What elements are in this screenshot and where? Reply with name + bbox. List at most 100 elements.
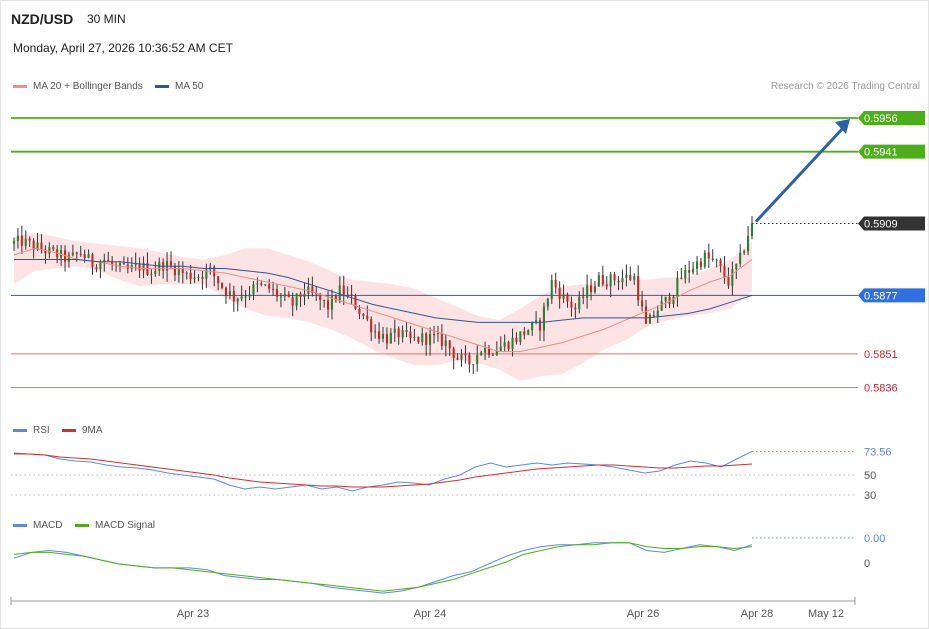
candle-body [24,238,27,246]
legend-macd-signal: MACD Signal [75,520,155,531]
candle-body [574,307,577,310]
candle-body [181,268,184,274]
symbol-title: NZD/USD [11,11,74,27]
ma50-line [14,259,753,323]
candle-body [279,296,282,298]
candle-body [747,236,750,252]
macd-line [13,542,753,594]
datetime-label: Monday, April 27, 2026 10:36:52 AM CET [13,41,233,55]
candle-body [154,271,157,275]
candle-body [142,262,145,271]
candle-body [715,259,718,261]
legend-rsi-ma: 9MA [62,425,103,436]
candle-body [637,276,640,301]
level-label: 0.5956 [864,113,898,125]
level-tag [858,288,925,303]
candle-body [621,277,624,283]
candle-body [358,308,361,314]
candle-body [378,331,381,339]
candle-body [739,252,742,264]
candle-body [385,334,388,344]
candle-body [696,261,699,269]
candle-body [570,301,573,308]
candle-body [138,263,141,271]
candle-body [303,293,306,298]
candle-body [699,261,702,267]
candle-body [401,330,404,338]
candle-body [307,286,310,294]
candle-body [582,296,585,298]
candle-body [707,252,710,259]
candle-body [531,322,534,331]
candle-body [633,276,636,280]
candle-body [566,294,569,302]
candle-body [703,252,706,267]
forecast-arrow-shaft [754,125,846,223]
candle-body [429,334,432,345]
rsi-tick-label: 50 [864,470,876,482]
candle-body [158,262,161,271]
candle-body [107,259,110,261]
candle-body [688,270,691,273]
candle-body [381,334,384,339]
rsi-tick-label: 30 [864,490,876,502]
candle-body [554,280,557,288]
candle-body [228,291,231,296]
legend-macd-label: MACD [33,520,63,531]
candle-body [327,300,330,310]
candle-body [272,288,275,290]
rsi-line [13,450,753,492]
candle-body [397,328,400,338]
candle-body [342,285,345,297]
candle-body [499,346,502,351]
candle-body [311,286,314,294]
level-label: 0.5941 [864,147,898,159]
candle-body [44,249,47,254]
candle-body [601,275,604,285]
candle-body [185,272,188,274]
candle-body [362,313,365,316]
candle-body [118,263,121,267]
candle-body [256,283,259,285]
candle-body [252,284,255,295]
forecast-arrow-head [835,118,850,134]
macd-last-label: 0.00 [864,533,885,545]
candle-body [99,262,102,270]
candle-body [221,283,224,288]
candle-body [684,270,687,279]
candle-body [538,320,541,331]
legend-macd: MACD [13,520,62,531]
candle-body [323,299,326,301]
candle-body [83,254,86,259]
candle-body [731,269,734,286]
legend-macd-signal-label: MACD Signal [95,520,156,531]
candle-body [644,306,647,324]
ma50-swatch [155,85,169,88]
candle-body [550,280,553,299]
candle-body [444,340,447,347]
candle-body [680,277,683,279]
rsi-ma-swatch [62,429,76,432]
candle-body [519,331,522,342]
candle-body [354,295,357,309]
rsi-ma-line [14,453,753,488]
candle-body [605,284,608,287]
candle-body [240,296,243,299]
candle-body [456,358,459,360]
candle-body [515,337,518,342]
candle-body [264,284,267,286]
candle-body [338,285,341,301]
legend-rsi: RSI [13,425,50,436]
ma20-line [13,247,753,353]
candle-body [593,286,596,293]
candle-body [319,293,322,300]
candle-body [527,330,530,335]
time-tick-label: Apr 23 [177,608,209,620]
candle-body [67,255,70,262]
candle-body [370,319,373,333]
candle-body [727,277,730,286]
candle-body [546,298,549,307]
candle-body [60,250,63,258]
candle-body [711,258,714,260]
candle-body [295,293,298,306]
